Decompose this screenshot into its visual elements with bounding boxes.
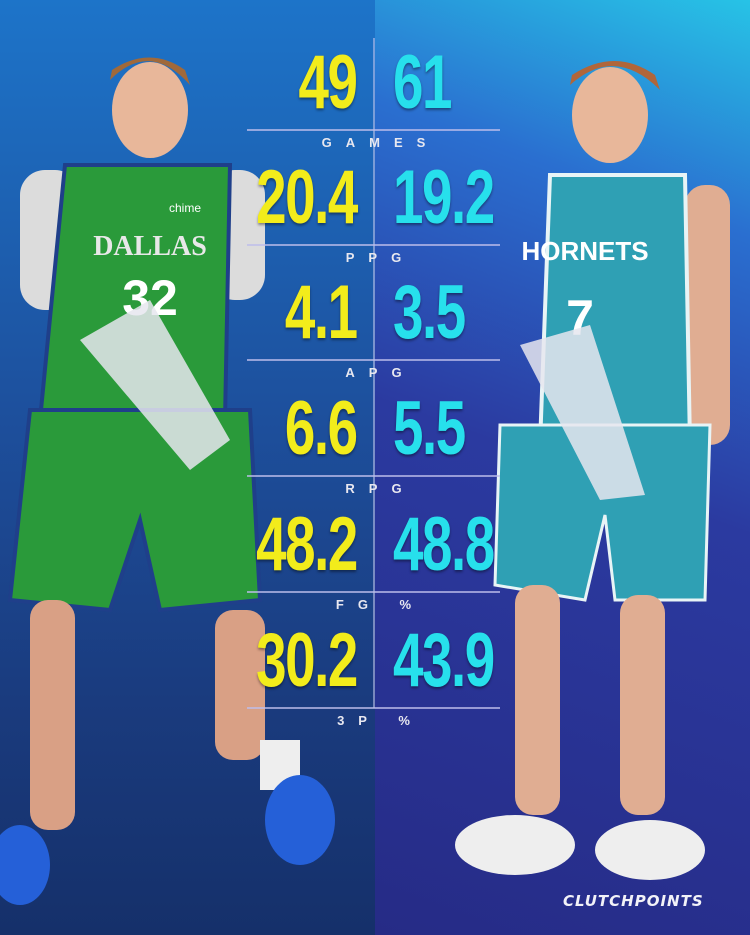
left-sponsor: chime — [169, 201, 201, 215]
stat-row-3p: 30.2 43.9 3P % — [0, 616, 750, 731]
left-jersey-text: DALLAS — [93, 231, 207, 262]
stat-separator — [247, 129, 500, 131]
trophy — [520, 325, 645, 500]
stat-label: PPG — [345, 250, 416, 265]
stat-label: APG — [345, 365, 416, 380]
stat-row-fg: 48.2 48.8 FG % — [0, 500, 750, 615]
right-stat-value: 43.9 — [393, 618, 495, 703]
left-stat-value: 49 — [299, 40, 358, 125]
left-stat-value: 48.2 — [256, 502, 358, 587]
right-player-image: HORNETS 7 — [455, 61, 730, 880]
trophy — [80, 300, 230, 470]
stat-row-games: 49 61 GAMES — [0, 38, 750, 153]
stat-label: RPG — [345, 481, 416, 496]
right-jersey-text: HORNETS — [521, 236, 648, 266]
stat-row-apg: 4.1 3.5 APG — [0, 268, 750, 383]
stat-label: GAMES — [321, 135, 440, 150]
stat-separator — [247, 359, 500, 361]
stat-separator — [247, 244, 500, 246]
right-stat-value: 48.8 — [393, 502, 495, 587]
stat-separator — [247, 707, 500, 709]
stat-label: FG % — [335, 597, 426, 612]
left-stat-value: 20.4 — [256, 155, 358, 240]
clutchpoints-logo: CLUTCHPOINTS — [563, 892, 704, 910]
stat-separator — [247, 591, 500, 593]
stat-row-ppg: 20.4 19.2 PPG — [0, 153, 750, 268]
left-stat-value: 6.6 — [285, 386, 358, 471]
stat-label: 3P % — [337, 713, 424, 728]
right-stat-value: 5.5 — [393, 386, 466, 471]
right-stat-value: 3.5 — [393, 270, 466, 355]
left-player-image: DALLAS 32 chime — [0, 57, 335, 905]
left-stat-value: 30.2 — [256, 618, 358, 703]
right-stat-value: 19.2 — [393, 155, 495, 240]
left-stat-value: 4.1 — [285, 270, 358, 355]
center-divider — [373, 38, 375, 708]
stat-row-rpg: 6.6 5.5 RPG — [0, 384, 750, 499]
stat-separator — [247, 475, 500, 477]
right-stat-value: 61 — [393, 40, 452, 125]
